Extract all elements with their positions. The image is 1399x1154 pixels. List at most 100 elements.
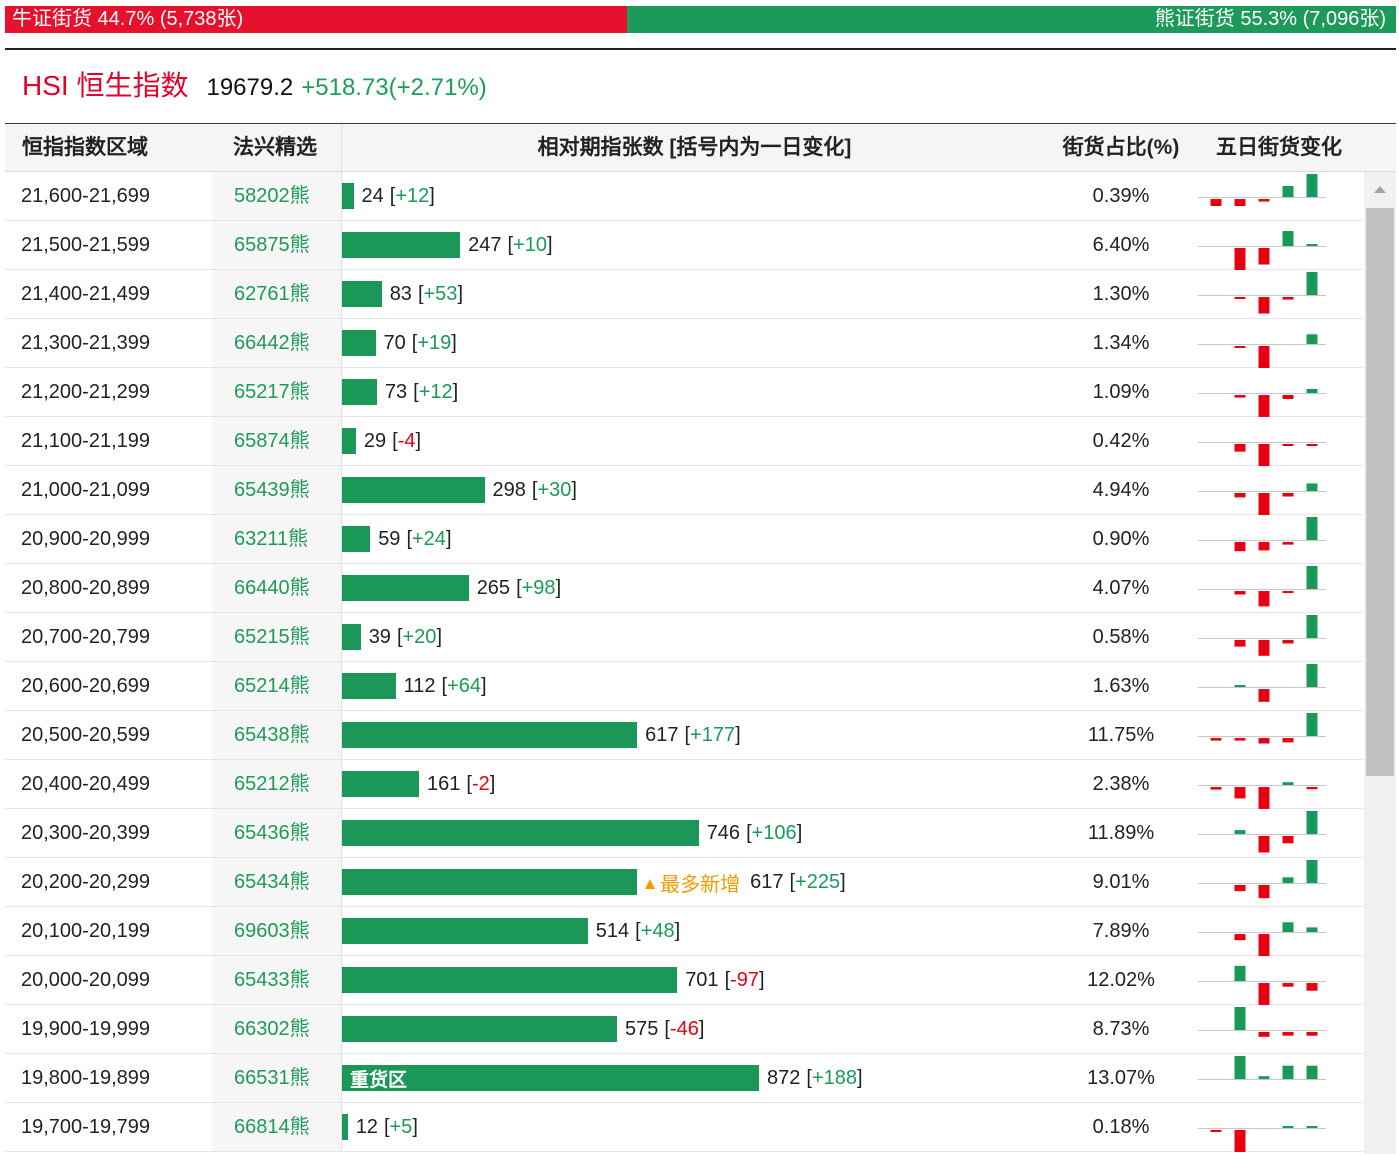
warrant-pick-cell: 65874熊 <box>212 417 342 465</box>
warrant-code-link[interactable]: 69603熊 <box>234 920 310 942</box>
warrant-code-link[interactable]: 63211熊 <box>234 528 309 550</box>
index-range-cell: 21,500-21,599 <box>21 234 151 256</box>
quantity-bar <box>342 428 356 454</box>
index-range-cell: 20,100-20,199 <box>21 920 151 942</box>
most-added-badge: 最多新增 <box>645 868 740 897</box>
warrant-code-link[interactable]: 66531熊 <box>234 1067 310 1089</box>
daily-change: -2 <box>466 773 495 796</box>
table-row: 21,100-21,199 65874熊 29 -4 0.42% <box>5 417 1363 466</box>
table-row: 19,900-19,999 66302熊 575 -46 8.73% <box>5 1005 1363 1054</box>
warrant-pick-cell: 65215熊 <box>212 613 342 661</box>
heavy-zone-label: 重货区 <box>350 1069 408 1091</box>
quantity-bar <box>342 771 419 797</box>
five-day-increase-bar <box>1306 483 1318 491</box>
street-share-cell: 6.40% <box>1092 234 1150 256</box>
vertical-scrollbar[interactable] <box>1364 172 1396 1154</box>
daily-change: +177 <box>684 724 740 747</box>
quantity-cell: 12 +5 <box>342 1103 1047 1151</box>
bear-street-goods-segment: 熊证街货 55.3% (7,096张) <box>626 6 1396 33</box>
quantity-bar <box>342 232 461 258</box>
warrant-code-link[interactable]: 65434熊 <box>234 871 310 893</box>
daily-change: -97 <box>725 969 765 992</box>
warrant-code-link[interactable]: 66302熊 <box>234 1018 310 1040</box>
daily-change: +64 <box>441 675 486 698</box>
daily-change: +12 <box>390 185 435 208</box>
five-day-decrease-bar <box>1234 591 1246 595</box>
five-day-increase-bar <box>1306 1126 1318 1128</box>
bull-street-goods-label: 牛证街货 44.7% (5,738张) <box>12 8 244 30</box>
five-day-decrease-bar <box>1258 1032 1270 1037</box>
five-day-increase-bar <box>1306 334 1318 344</box>
quantity-bar <box>342 330 376 356</box>
five-day-chart-svg <box>1198 1056 1326 1080</box>
scrollbar-thumb[interactable] <box>1366 208 1394 776</box>
quantity-value: 39 <box>368 625 391 648</box>
table-header: 恒指指数区域 法兴精选 相对期指张数 [括号内为一日变化] 街货占比(%) 五日… <box>5 123 1396 172</box>
five-day-chart <box>1195 613 1363 661</box>
five-day-decrease-bar <box>1282 542 1294 545</box>
quantity-bar <box>342 624 361 650</box>
triangle-up-icon <box>645 878 656 889</box>
quantity-value: 24 <box>361 184 384 207</box>
quantity-value: 514 <box>595 919 630 942</box>
warrant-code-link[interactable]: 66442熊 <box>234 332 310 354</box>
table-row: 20,100-20,199 69603熊 514 +48 7.89% <box>5 907 1363 956</box>
table-row: 19,700-19,799 66814熊 12 +5 0.18% <box>5 1103 1363 1152</box>
daily-change: +24 <box>406 528 451 551</box>
street-share-cell: 0.90% <box>1092 528 1150 550</box>
quantity-value: 83 <box>389 282 412 305</box>
daily-change: +106 <box>746 822 802 845</box>
warrant-code-link[interactable]: 66440熊 <box>234 577 310 599</box>
warrant-code-link[interactable]: 65214熊 <box>234 675 310 697</box>
index-range-cell: 21,200-21,299 <box>21 381 151 403</box>
five-day-decrease-bar <box>1258 640 1270 656</box>
quantity-value: 701 <box>685 968 719 991</box>
warrant-code-link[interactable]: 65212熊 <box>234 773 310 795</box>
street-share-cell: 1.34% <box>1092 332 1150 354</box>
five-day-decrease-bar <box>1258 983 1270 1005</box>
warrant-code-link[interactable]: 66814熊 <box>234 1116 310 1138</box>
warrant-code-link[interactable]: 58202熊 <box>234 185 310 207</box>
quantity-bar <box>342 575 469 601</box>
warrant-code-link[interactable]: 65875熊 <box>234 234 310 256</box>
warrant-code-link[interactable]: 65215熊 <box>234 626 310 648</box>
five-day-decrease-bar <box>1282 444 1294 446</box>
bull-street-goods-segment: 牛证街货 44.7% (5,738张) <box>5 6 627 33</box>
warrant-code-link[interactable]: 65217熊 <box>234 381 310 403</box>
header-warrant-pick: 法兴精选 <box>212 124 342 171</box>
street-share-cell: 12.02% <box>1087 969 1155 991</box>
table-row: 21,600-21,699 58202熊 24 +12 0.39% <box>5 172 1363 221</box>
street-share-cell: 0.42% <box>1092 430 1150 452</box>
index-change: +518.73(+2.71%) <box>301 74 487 101</box>
five-day-decrease-bar <box>1258 934 1270 956</box>
five-day-increase-bar <box>1306 517 1318 540</box>
warrant-code-link[interactable]: 65874熊 <box>234 430 310 452</box>
street-share-cell: 8.73% <box>1092 1018 1150 1040</box>
index-range-cell: 20,800-20,899 <box>21 577 151 599</box>
quantity-cell: 24 +12 <box>342 172 1047 220</box>
warrant-code-link[interactable]: 65436熊 <box>234 822 310 844</box>
daily-change-value: +30 <box>537 478 572 501</box>
quantity-value: 59 <box>378 527 401 550</box>
warrant-code-link[interactable]: 65439熊 <box>234 479 310 501</box>
five-day-increase-bar <box>1306 664 1318 687</box>
warrant-code-link[interactable]: 65433熊 <box>234 969 310 991</box>
street-share-cell: 4.94% <box>1092 479 1150 501</box>
five-day-chart-svg <box>1198 442 1326 466</box>
warrant-code-link[interactable]: 65438熊 <box>234 724 310 746</box>
five-day-increase-bar <box>1234 965 1246 981</box>
warrant-code-link[interactable]: 62761熊 <box>234 283 310 305</box>
index-range-cell: 20,600-20,699 <box>21 675 151 697</box>
five-day-chart <box>1195 417 1363 466</box>
five-day-increase-bar <box>1234 830 1246 834</box>
five-day-decrease-bar <box>1234 934 1246 941</box>
five-day-decrease-bar <box>1258 689 1270 702</box>
scroll-up-arrow-icon[interactable] <box>1364 172 1396 206</box>
five-day-decrease-bar <box>1210 199 1222 206</box>
daily-change: -46 <box>664 1018 704 1041</box>
five-day-chart <box>1195 809 1363 857</box>
quantity-bar <box>342 183 354 209</box>
index-range-cell: 20,700-20,799 <box>21 626 151 648</box>
five-day-chart <box>1195 956 1363 1005</box>
five-day-decrease-bar <box>1234 395 1246 398</box>
